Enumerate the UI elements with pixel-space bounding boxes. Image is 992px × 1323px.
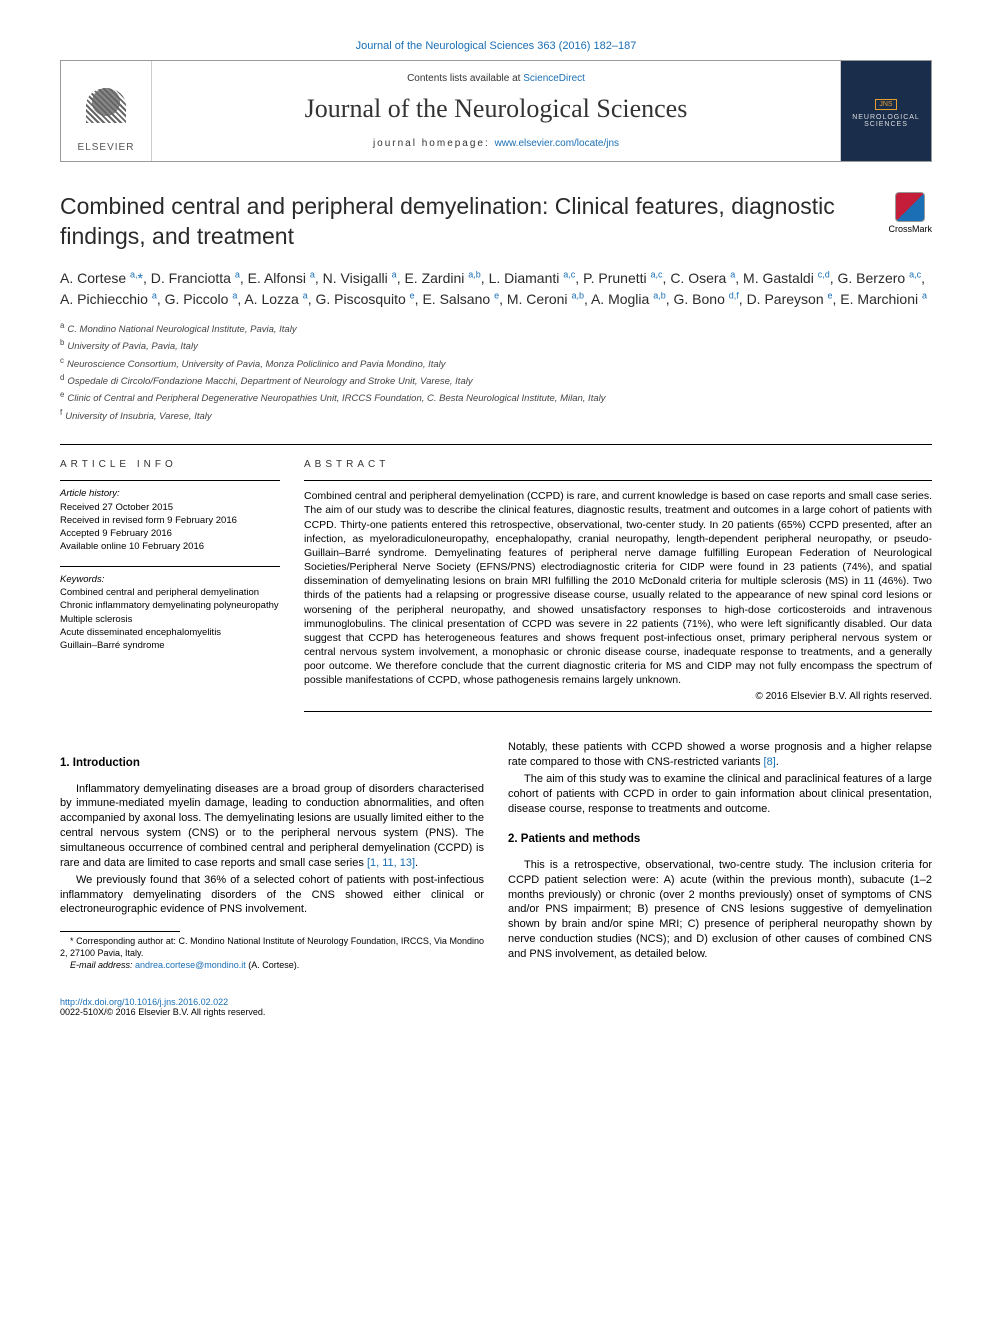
elsevier-tree-icon xyxy=(76,78,136,138)
methods-para-1: This is a retrospective, observational, … xyxy=(508,858,932,962)
abstract-heading: abstract xyxy=(304,459,932,470)
keyword-item: Multiple sclerosis xyxy=(60,613,280,626)
email-paren: (A. Cortese). xyxy=(246,960,300,970)
history-line: Available online 10 February 2016 xyxy=(60,540,280,553)
journal-cover-thumb: JNS NEUROLOGICAL SCIENCES xyxy=(841,61,931,161)
history-line: Accepted 9 February 2016 xyxy=(60,527,280,540)
section-intro-heading: 1. Introduction xyxy=(60,756,484,772)
citation-link[interactable]: [8] xyxy=(764,756,776,768)
article-title: Combined central and peripheral demyelin… xyxy=(60,192,868,252)
history-label: Article history: xyxy=(60,487,280,500)
journal-homepage-link[interactable]: www.elsevier.com/locate/jns xyxy=(495,138,620,149)
intro-para-3: Notably, these patients with CCPD showed… xyxy=(508,740,932,770)
journal-name: Journal of the Neurological Sciences xyxy=(162,94,830,124)
intro-para-2: We previously found that 36% of a select… xyxy=(60,873,484,918)
journal-homepage-line: journal homepage: www.elsevier.com/locat… xyxy=(162,138,830,149)
crossmark-icon xyxy=(895,192,925,222)
article-info-heading: article info xyxy=(60,459,280,470)
section-methods-heading: 2. Patients and methods xyxy=(508,832,932,848)
keyword-item: Guillain–Barré syndrome xyxy=(60,639,280,652)
contents-prefix: Contents lists available at xyxy=(407,73,523,84)
keyword-item: Acute disseminated encephalomyelitis xyxy=(60,626,280,639)
history-line: Received in revised form 9 February 2016 xyxy=(60,514,280,527)
email-label: E-mail address: xyxy=(70,960,135,970)
sciencedirect-link[interactable]: ScienceDirect xyxy=(523,73,585,84)
page-footer: http://dx.doi.org/10.1016/j.jns.2016.02.… xyxy=(60,997,932,1017)
journal-header: ELSEVIER Contents lists available at Sci… xyxy=(60,60,932,162)
history-line: Received 27 October 2015 xyxy=(60,501,280,514)
crossmark-badge[interactable]: CrossMark xyxy=(888,192,932,234)
body-two-column: 1. Introduction Inflammatory demyelinati… xyxy=(60,740,932,971)
corresponding-author-footnote: * Corresponding author at: C. Mondino Na… xyxy=(60,936,484,959)
footnote-separator xyxy=(60,931,180,932)
abstract-text: Combined central and peripheral demyelin… xyxy=(304,480,932,712)
crossmark-label: CrossMark xyxy=(888,224,932,234)
author-list: A. Cortese a,*, D. Franciotta a, E. Alfo… xyxy=(60,268,932,310)
keyword-item: Combined central and peripheral demyelin… xyxy=(60,586,280,599)
contents-available-line: Contents lists available at ScienceDirec… xyxy=(162,73,830,84)
keywords-block: Keywords: Combined central and periphera… xyxy=(60,566,280,653)
cover-abbrev: JNS xyxy=(875,99,896,110)
doi-link[interactable]: http://dx.doi.org/10.1016/j.jns.2016.02.… xyxy=(60,997,228,1007)
intro-para-4: The aim of this study was to examine the… xyxy=(508,772,932,817)
intro-para-1: Inflammatory demyelinating diseases are … xyxy=(60,782,484,871)
citation-link[interactable]: [1, 11, 13] xyxy=(367,857,415,869)
author-email-link[interactable]: andrea.cortese@mondino.it xyxy=(135,960,246,970)
affiliation-list: aC. Mondino National Neurological Instit… xyxy=(60,320,932,424)
publisher-name: ELSEVIER xyxy=(76,142,136,153)
citation-header: Journal of the Neurological Sciences 363… xyxy=(60,40,932,52)
article-history-block: Article history: Received 27 October 201… xyxy=(60,480,280,553)
publisher-logo-area: ELSEVIER xyxy=(61,61,151,161)
homepage-label: journal homepage: xyxy=(373,138,495,149)
abstract-copyright: © 2016 Elsevier B.V. All rights reserved… xyxy=(304,690,932,704)
issn-copyright: 0022-510X/© 2016 Elsevier B.V. All right… xyxy=(60,1007,265,1017)
cover-subtitle: NEUROLOGICAL SCIENCES xyxy=(847,114,925,128)
keyword-item: Chronic inflammatory demyelinating polyn… xyxy=(60,599,280,612)
email-footnote: E-mail address: andrea.cortese@mondino.i… xyxy=(60,960,484,972)
keywords-label: Keywords: xyxy=(60,573,280,586)
